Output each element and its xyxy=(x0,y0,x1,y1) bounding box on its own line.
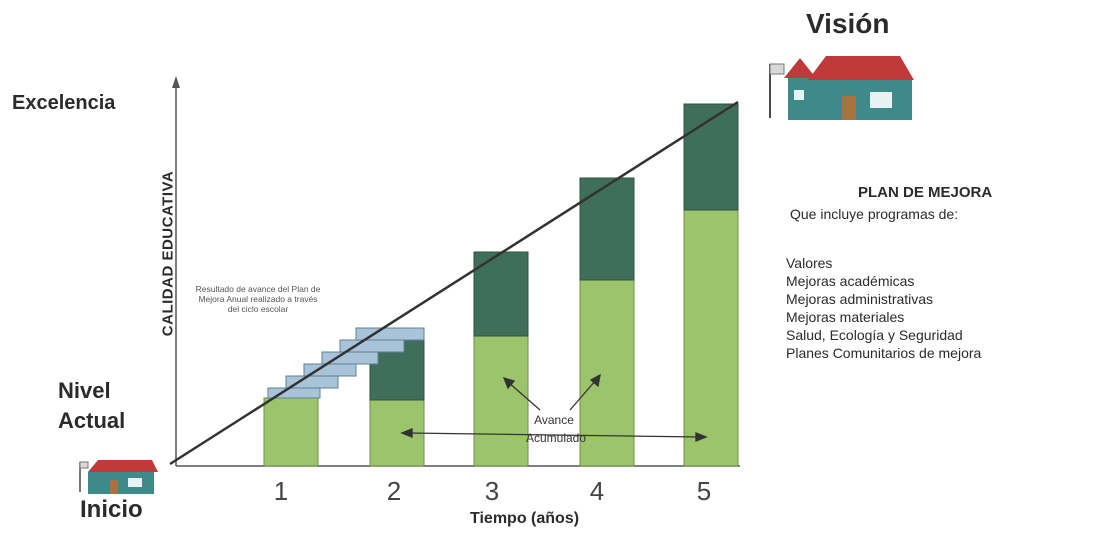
list-item: Mejoras administrativas xyxy=(786,291,934,307)
list-item: Salud, Ecología y Seguridad xyxy=(786,327,963,343)
x-tick: 3 xyxy=(485,476,499,506)
current-level-label: Nivel Actual xyxy=(58,378,126,433)
cumulative-arrows xyxy=(400,373,708,442)
list-item: Mejoras materiales xyxy=(786,309,905,325)
list-item: Planes Comunitarios de mejora xyxy=(786,345,982,361)
bar-4 xyxy=(579,177,635,467)
list-item: Valores xyxy=(786,255,833,271)
vision-title: Visión xyxy=(806,8,890,39)
vision-house-icon xyxy=(769,56,914,120)
plan-subtitle: Que incluye programas de: xyxy=(790,206,959,222)
start-label: Inicio xyxy=(80,496,143,523)
y-axis-arrow xyxy=(172,76,180,88)
plan-program-list: Valores Mejoras académicas Mejoras admin… xyxy=(786,254,981,362)
x-tick: 4 xyxy=(590,476,604,506)
bar-1 xyxy=(263,397,319,467)
x-tick: 5 xyxy=(697,476,711,506)
start-house-icon xyxy=(79,460,158,494)
cumulative-label: Avance Acumulado xyxy=(526,413,586,445)
growth-line xyxy=(169,100,739,466)
x-tick: 2 xyxy=(387,476,401,506)
annual-progress-note: Resultado de avance del Plan de Mejora A… xyxy=(195,284,321,314)
bar-5 xyxy=(683,103,739,467)
svg-text:Avance: Avance xyxy=(534,413,574,427)
y-axis-label: CALIDAD EDUCATIVA xyxy=(159,170,177,337)
plan-title: PLAN DE MEJORA xyxy=(858,184,993,201)
progress-steps xyxy=(267,327,425,399)
excellence-label: Excelencia xyxy=(12,92,116,114)
svg-text:Acumulado: Acumulado xyxy=(526,431,586,445)
x-tick: 1 xyxy=(274,476,288,506)
list-item: Mejoras académicas xyxy=(786,273,915,289)
x-tick-labels: 1 2 3 4 5 xyxy=(274,476,711,506)
x-axis-label: Tiempo (años) xyxy=(470,510,580,527)
bar-3 xyxy=(473,251,529,467)
